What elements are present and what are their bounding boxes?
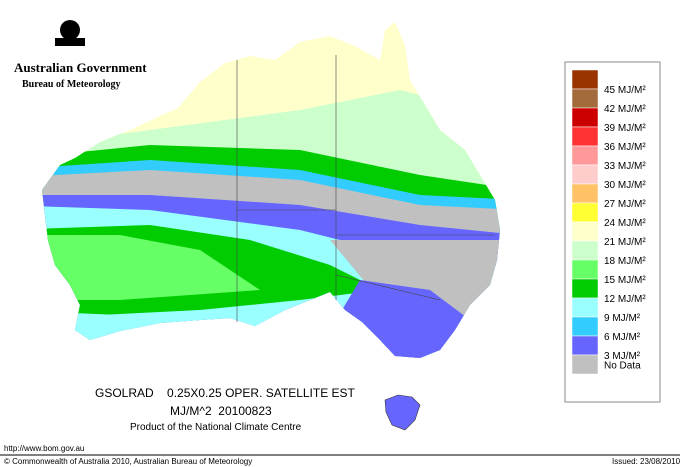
legend-label: 12 MJ/M² (604, 294, 646, 305)
logo (55, 20, 85, 46)
legend-swatch (571, 107, 599, 128)
footer-url: http://www.bom.gov.au (4, 444, 85, 453)
legend-label: 6 MJ/M² (604, 332, 641, 343)
legend-label: 24 MJ/M² (604, 218, 646, 229)
legend-swatch (571, 316, 599, 337)
legend-label: 45 MJ/M² (604, 85, 646, 96)
legend-swatch (571, 88, 599, 109)
legend-swatch (571, 335, 599, 356)
legend-swatch (571, 202, 599, 223)
legend-label: 30 MJ/M² (604, 180, 646, 191)
legend-swatch (571, 221, 599, 242)
legend-label: 33 MJ/M² (604, 161, 646, 172)
legend-swatch (571, 278, 599, 299)
footer-copyright: © Commonwealth of Australia 2010, Austra… (4, 457, 253, 466)
legend-swatch (571, 164, 599, 185)
caption-line: MJ/M^2 20100823 (170, 404, 272, 418)
legend-label: 15 MJ/M² (604, 275, 646, 286)
legend-label: 21 MJ/M² (604, 237, 646, 248)
legend-label: 39 MJ/M² (604, 123, 646, 134)
legend-swatch (571, 145, 599, 166)
legend-swatch (571, 259, 599, 280)
tasmania (384, 394, 421, 431)
caption-line: Product of the National Climate Centre (130, 422, 302, 433)
legend-swatch (571, 354, 599, 375)
header-title: Australian Government (14, 60, 147, 75)
legend-label: 36 MJ/M² (604, 142, 646, 153)
footer-issued: Issued: 23/08/2010 (612, 457, 680, 466)
legend-label: 18 MJ/M² (604, 256, 646, 267)
legend-label: 9 MJ/M² (604, 313, 641, 324)
legend-swatch (571, 240, 599, 261)
legend-label: 3 MJ/M² (604, 351, 641, 362)
header-subtitle: Bureau of Meteorology (22, 79, 121, 90)
legend-swatch (571, 297, 599, 318)
caption-line: GSOLRAD 0.25X0.25 OPER. SATELLITE EST (95, 386, 355, 400)
legend-label: 27 MJ/M² (604, 199, 646, 210)
legend-label: 42 MJ/M² (604, 104, 646, 115)
legend-swatch (571, 183, 599, 204)
legend-swatch (571, 69, 599, 90)
solar-field (42, 22, 500, 358)
legend-swatch (571, 126, 599, 147)
state-borders (236, 55, 495, 322)
legend-label: No Data (604, 361, 641, 372)
